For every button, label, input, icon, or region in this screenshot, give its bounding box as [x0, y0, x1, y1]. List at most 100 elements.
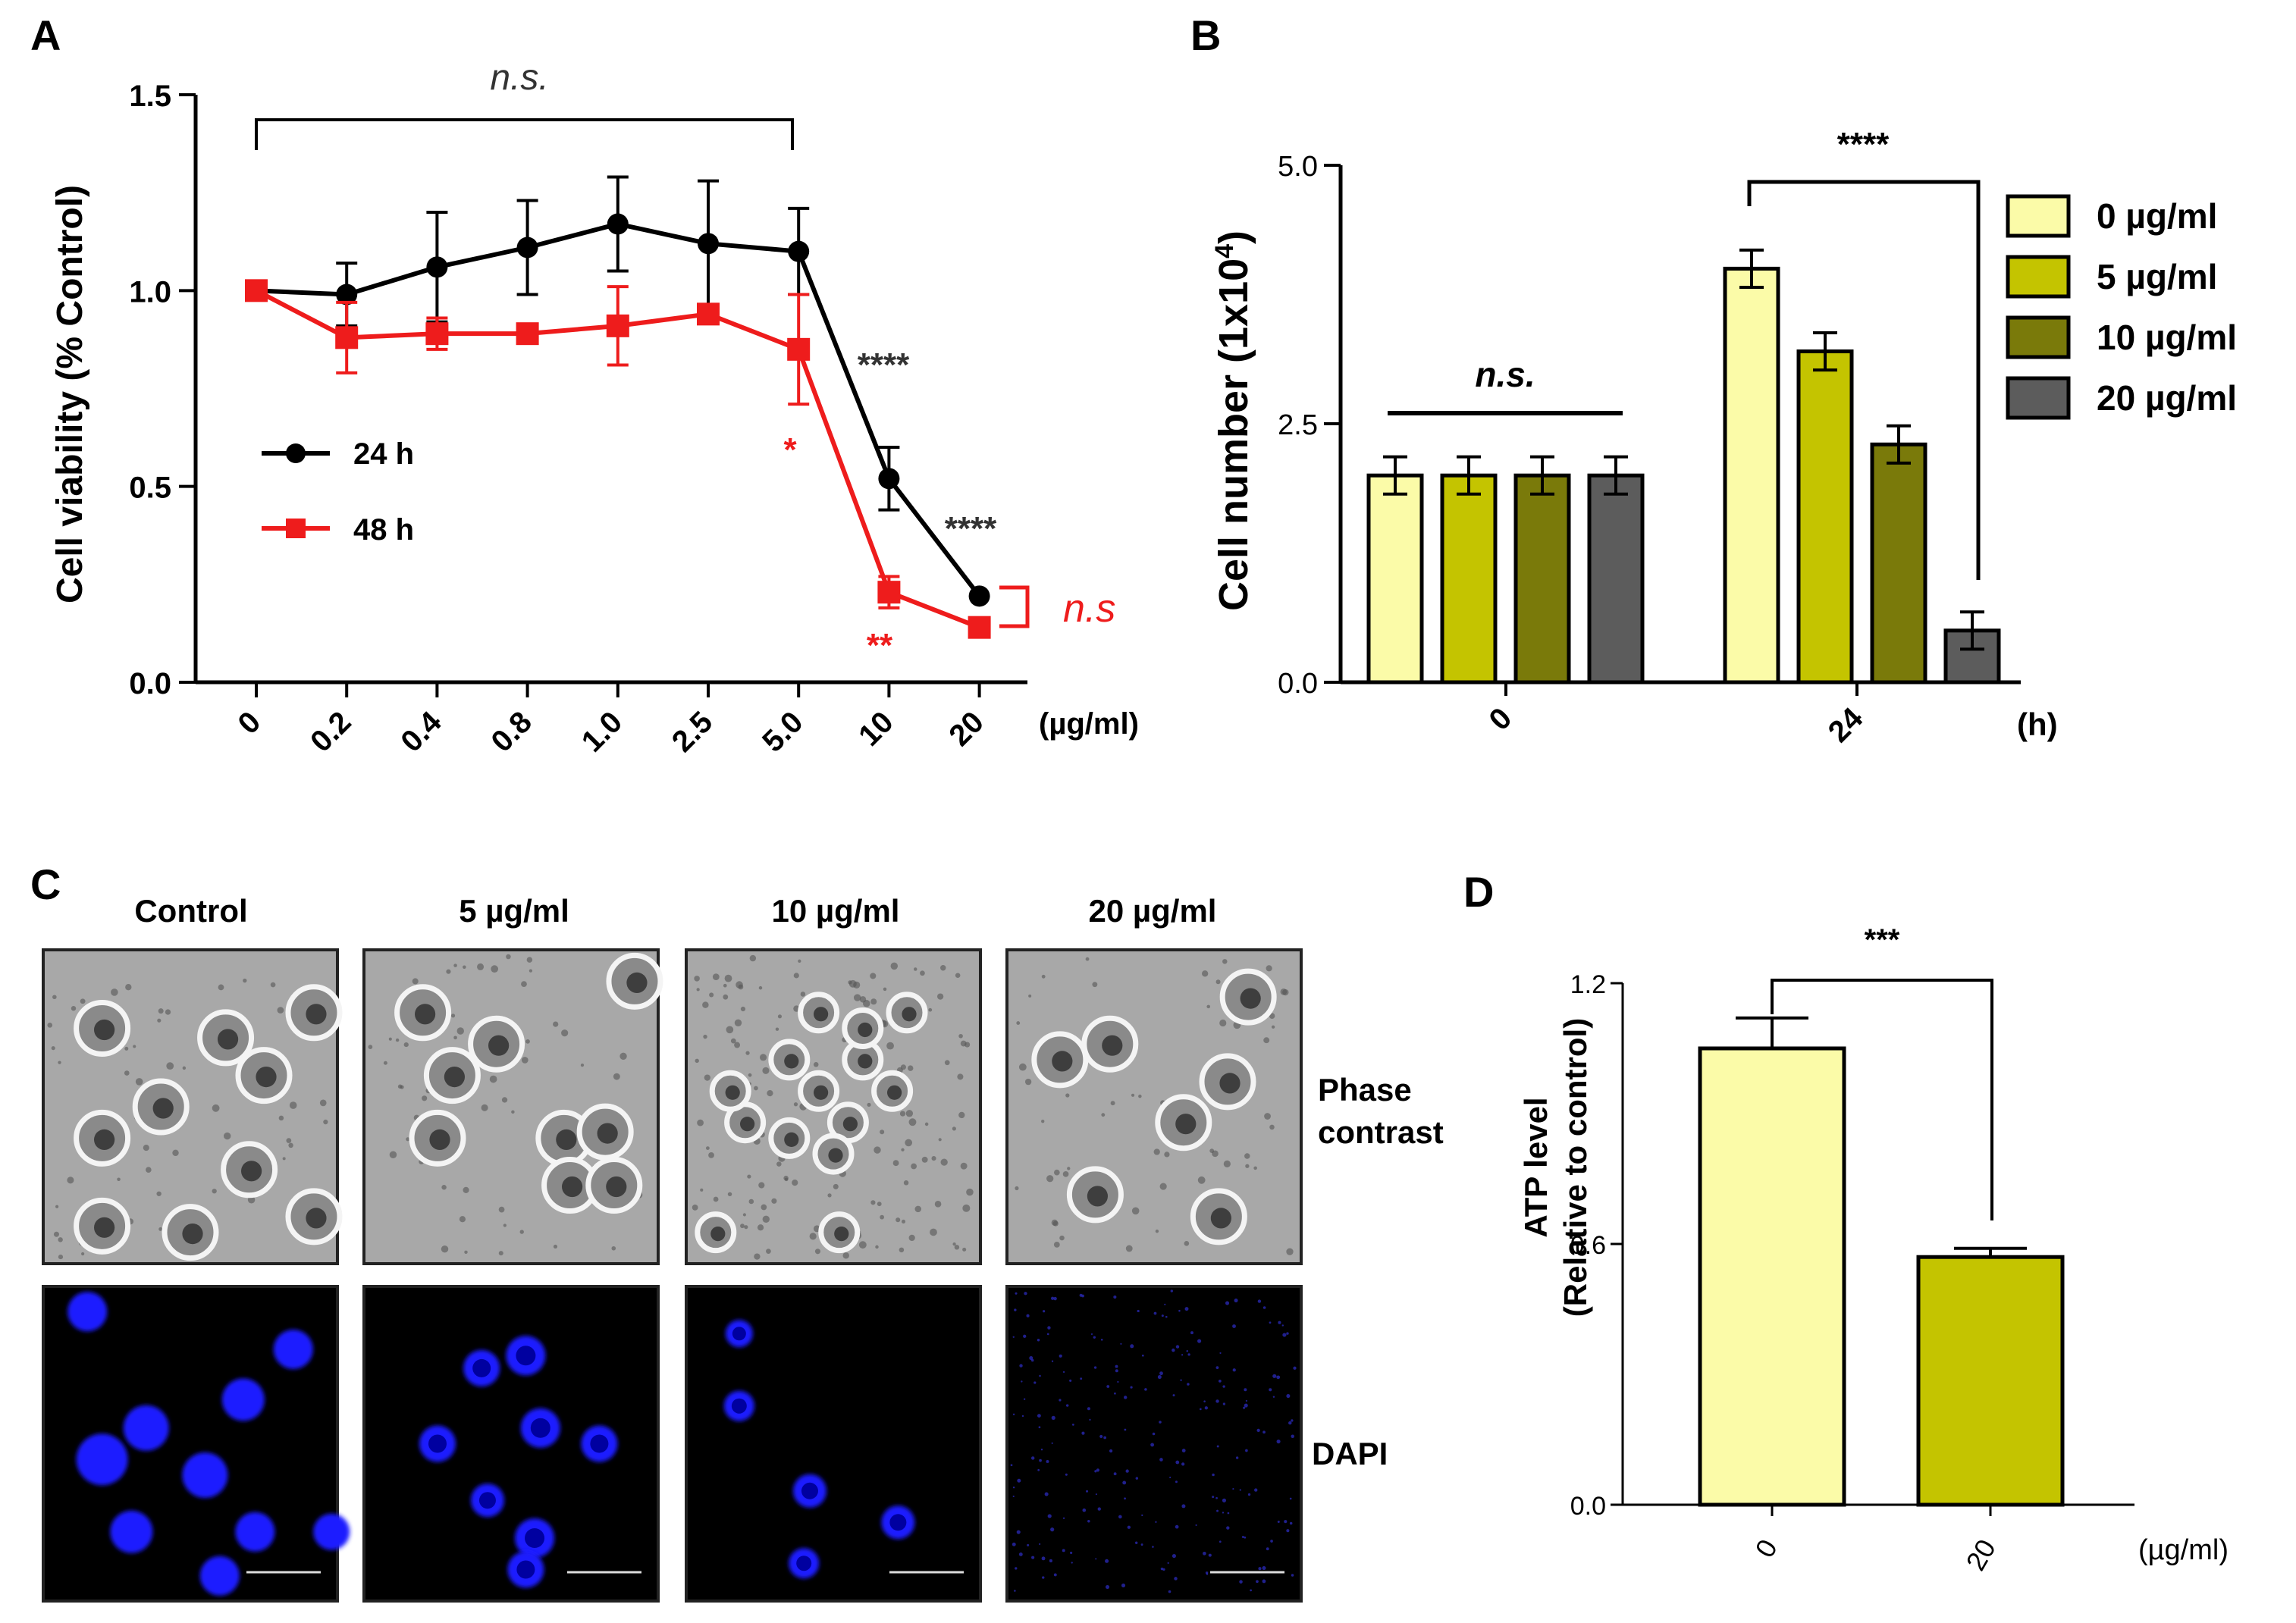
dapi-background-noise: [1208, 1553, 1212, 1557]
panel-a-x-unit: (µg/ml): [1039, 707, 1139, 741]
dapi-background-noise: [1100, 1338, 1103, 1341]
phase-debris-speck: [748, 1073, 752, 1077]
dapi-background-noise: [1291, 1419, 1294, 1422]
dapi-background-noise: [1046, 1333, 1049, 1336]
dapi-background-noise: [1152, 1546, 1154, 1548]
dapi-background-noise: [1037, 1339, 1040, 1342]
phase-debris-speck: [874, 1146, 881, 1154]
phase-debris-speck: [870, 973, 877, 979]
panel-b-legend-label: 0 µg/ml: [2097, 196, 2217, 236]
dapi-nucleus-core: [525, 1528, 545, 1548]
dapi-background-noise: [1204, 1406, 1209, 1410]
phase-debris-speck: [503, 1224, 507, 1227]
panel-b-bar: [1440, 473, 1498, 685]
phase-debris-speck: [1053, 1242, 1060, 1248]
dapi-background-noise: [1243, 1406, 1246, 1409]
phase-debris-speck: [125, 984, 132, 991]
phase-contrast-image: [362, 948, 663, 1265]
phase-debris-speck: [875, 1245, 879, 1249]
phase-debris-speck: [1155, 1229, 1159, 1233]
phase-debris-speck: [453, 1036, 457, 1040]
panel-c-column-label: 10 µg/ml: [772, 893, 900, 929]
phase-debris-speck: [966, 1188, 974, 1196]
dapi-background-noise: [1244, 1403, 1248, 1408]
phase-contrast-image: [42, 948, 343, 1265]
panel-a-ns-top-label: n.s.: [490, 58, 548, 98]
panel-a-xtick-label: 2.5: [666, 705, 719, 758]
dapi-nucleus-core: [516, 1560, 535, 1579]
dapi-background-noise: [1105, 1559, 1109, 1563]
phase-debris-speck: [525, 1039, 530, 1044]
dapi-background-noise: [1135, 1477, 1139, 1480]
dapi-background-noise: [1087, 1407, 1090, 1411]
dapi-background-noise: [1164, 1303, 1166, 1305]
dapi-background-noise: [1247, 1493, 1251, 1496]
dapi-background-noise: [1014, 1308, 1017, 1311]
panel-a-ytick-label: 0.5: [129, 472, 171, 505]
dapi-nucleus-core: [801, 1482, 818, 1499]
dapi-background-noise: [1276, 1439, 1281, 1444]
phase-debris-speck: [748, 1198, 754, 1205]
phase-debris-speck: [880, 1214, 885, 1220]
dapi-background-noise: [1161, 1314, 1164, 1318]
phase-debris-speck: [1266, 965, 1272, 972]
series-48h-point: [516, 322, 539, 346]
dapi-background-noise: [1125, 1469, 1129, 1473]
dapi-nucleus: [76, 1433, 128, 1486]
panel-b-xtick-label: 0: [1483, 701, 1519, 737]
phase-debris-speck: [762, 1067, 770, 1074]
panel-b-legend-swatch: [2006, 194, 2071, 238]
panel-c-column-label: 5 µg/ml: [459, 893, 569, 929]
dapi-background-noise: [1203, 1551, 1206, 1556]
dapi-nucleus: [221, 1378, 265, 1421]
phase-debris-speck: [277, 1007, 284, 1014]
dapi-nucleus-core: [889, 1514, 907, 1531]
dapi-background-noise: [1276, 1375, 1281, 1380]
dapi-background-noise: [1051, 1415, 1055, 1420]
phase-debris-speck: [766, 1249, 771, 1254]
panel-d-sig-bracket: [1771, 979, 1993, 1220]
phase-cell-nucleus: [415, 1004, 436, 1025]
phase-debris-speck: [727, 1192, 732, 1197]
dapi-background-noise: [1172, 1348, 1175, 1352]
phase-debris-speck: [758, 985, 763, 990]
phase-debris-speck: [1110, 1101, 1115, 1106]
dapi-background-noise: [1270, 1540, 1273, 1543]
phase-debris-speck: [867, 1102, 871, 1108]
panel-a-sig-48h-10: **: [867, 627, 893, 664]
dapi-background-noise: [1047, 1514, 1052, 1518]
panel-d-ylabel: ATP level (Relative to control): [1518, 1018, 1593, 1317]
phase-debris-speck: [1138, 1094, 1142, 1098]
phase-debris-speck: [957, 1073, 964, 1080]
phase-debris-speck: [1201, 970, 1209, 977]
phase-debris-speck: [928, 1007, 933, 1012]
phase-cell-nucleus: [488, 1035, 510, 1056]
phase-debris-speck: [71, 1006, 77, 1011]
phase-debris-speck: [143, 1145, 149, 1151]
panel-a-sig-24h-20: ****: [945, 510, 997, 547]
phase-debris-speck: [501, 1097, 508, 1103]
dapi-background-noise: [1144, 1388, 1147, 1391]
phase-debris-speck: [135, 1078, 143, 1086]
phase-debris-speck: [742, 1213, 746, 1217]
phase-debris-speck: [877, 1202, 882, 1207]
panel-b-legend-label: 20 µg/ml: [2097, 378, 2237, 418]
phase-debris-speck: [848, 980, 852, 985]
dapi-nucleus-core: [516, 1346, 536, 1366]
dapi-background-noise: [1087, 1520, 1090, 1523]
dapi-background-noise: [1121, 1583, 1126, 1588]
phase-debris-speck: [1065, 1093, 1070, 1098]
phase-debris-speck: [775, 1027, 779, 1031]
dapi-background-noise: [1235, 1456, 1239, 1459]
dapi-image-background: [1005, 1285, 1303, 1603]
dapi-background-noise: [1079, 1293, 1083, 1297]
phase-debris-speck: [1046, 1175, 1054, 1183]
dapi-background-noise: [1203, 1400, 1206, 1402]
phase-debris-speck: [463, 1186, 469, 1193]
panel-b-errorbar: [1604, 455, 1628, 496]
phase-cell-nucleus: [562, 1176, 583, 1198]
phase-debris-speck: [453, 963, 457, 967]
dapi-background-noise: [1219, 1540, 1222, 1543]
panel-a-ns-right-label: n.s: [1063, 587, 1115, 631]
